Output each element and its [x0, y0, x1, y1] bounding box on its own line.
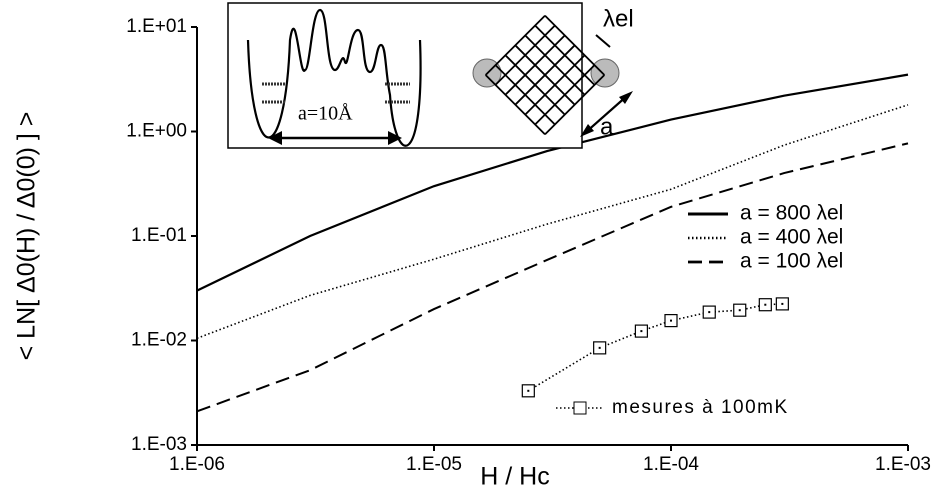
double-well	[246, 8, 422, 147]
inset-box	[227, 2, 583, 149]
net-line	[544, 74, 606, 136]
inset-label: a=10Å	[298, 103, 353, 125]
x-tick-label: 1.E-04	[643, 454, 699, 475]
legend-label: mesures à 100mK	[612, 397, 789, 418]
legend-label: a = 100 λel	[740, 250, 843, 273]
arrow	[584, 94, 629, 134]
y-axis-label: < LN[ Δ0(H) / Δ0(0) ] >	[13, 112, 41, 361]
x-axis-label: H / Hc	[480, 463, 549, 491]
inset-label: λel	[603, 5, 634, 32]
net-line	[534, 64, 596, 126]
data-point-dot	[598, 346, 601, 349]
y-tick-label: 1.E-01	[131, 225, 187, 246]
legend-marker	[573, 401, 587, 415]
legend-label: a = 800 λel	[740, 202, 843, 225]
data-point-dot	[670, 319, 672, 322]
data-point-dot	[640, 330, 643, 333]
y-tick-label: 1.E+00	[126, 121, 187, 142]
x-tick-label: 1.E-03	[875, 454, 931, 475]
arrow-head	[268, 131, 402, 145]
x-tick-label: 1.E-06	[169, 454, 225, 475]
x-tick-label: 1.E-05	[406, 454, 462, 475]
contact	[590, 58, 620, 88]
y-tick-label: 1.E-03	[131, 434, 187, 455]
data-point-dot	[764, 303, 767, 306]
data-point-dot	[781, 302, 784, 305]
grid-network	[484, 14, 606, 136]
series-line	[196, 73, 909, 292]
inset-label: a	[600, 113, 614, 140]
arrow-head	[580, 91, 633, 137]
y-tick-label: 1.E+01	[126, 16, 187, 37]
series-line	[196, 104, 909, 340]
data-point-dot	[527, 389, 530, 392]
series-line	[527, 303, 783, 392]
legend-label: a = 400 λel	[740, 226, 843, 249]
data-point-dot	[708, 311, 711, 314]
net-line	[484, 74, 546, 136]
series-line	[196, 142, 909, 413]
data-point-dot	[738, 309, 741, 312]
y-tick-label: 1.E-02	[131, 330, 187, 351]
arrow	[595, 34, 611, 48]
